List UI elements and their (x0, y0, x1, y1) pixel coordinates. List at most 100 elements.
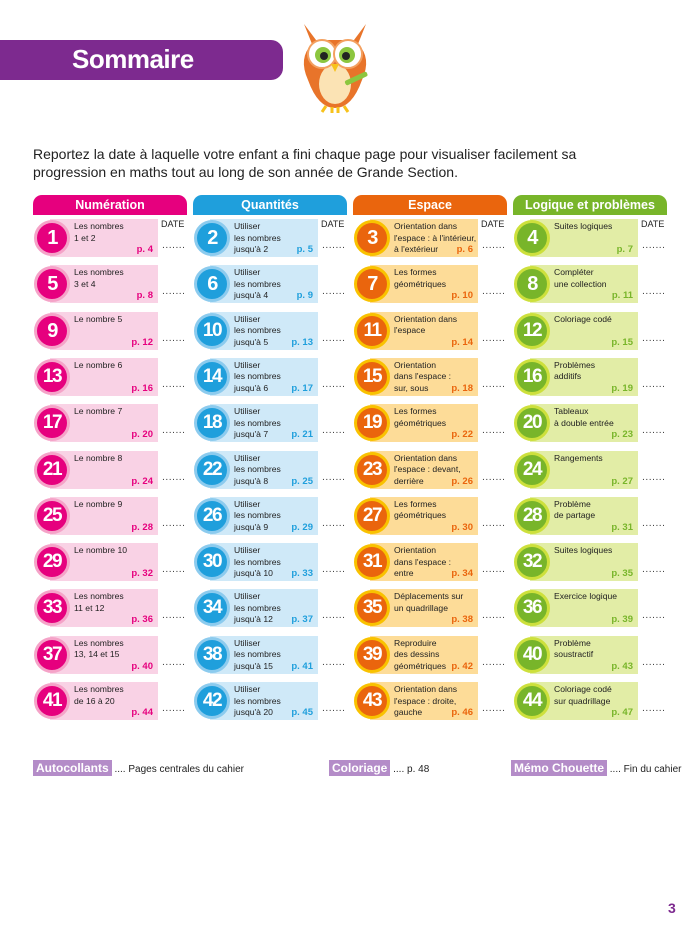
date-field[interactable]: ....... (482, 472, 506, 483)
date-field[interactable]: ....... (642, 426, 666, 437)
date-field[interactable]: ....... (482, 518, 506, 529)
lesson-item[interactable]: Orientation dans l'espace : droite, gauc… (353, 682, 509, 720)
lesson-item[interactable]: Le nombre 5 p. 12 9....... (33, 311, 189, 350)
date-field[interactable]: ....... (162, 379, 186, 390)
lesson-item[interactable]: Orientation dans l'espace : entre p. 34 31… (353, 543, 509, 582)
lesson-item[interactable]: Utiliser les nombres jusqu'à 15 p. 41 38..… (193, 635, 349, 674)
lesson-page: p. 43 (611, 660, 633, 672)
lesson-item[interactable]: Utiliser les nombres jusqu'à 2 p. 5 2.....… (193, 219, 349, 257)
lesson-item[interactable]: Le nombre 6 p. 16 13....... (33, 357, 189, 396)
date-field[interactable]: ....... (482, 426, 506, 437)
date-field[interactable]: ....... (642, 704, 666, 714)
date-field[interactable]: ....... (322, 379, 346, 390)
date-field[interactable]: ....... (642, 472, 666, 483)
lesson-title: Suites logiques (554, 545, 613, 556)
lesson-item[interactable]: Le nombre 8 p. 24 21....... (33, 450, 189, 489)
date-field[interactable]: ....... (162, 472, 186, 483)
lesson-title: Orientation dans l'espace : sur, sous (394, 359, 452, 393)
lesson-item[interactable]: Le nombre 10 p. 32 29....... (33, 543, 189, 582)
lesson-item[interactable]: Problème de partage p. 31 28....... (513, 496, 669, 535)
date-field[interactable]: ....... (322, 611, 346, 622)
date-field[interactable]: ....... (322, 333, 346, 344)
date-field[interactable]: ....... (162, 287, 186, 298)
date-field[interactable]: ....... (642, 611, 666, 622)
date-field[interactable]: ....... (482, 565, 506, 576)
date-field[interactable]: ....... (642, 518, 666, 529)
lesson-title: Utiliser les nombres jusqu'à 20 (234, 684, 281, 717)
date-field[interactable]: ....... (162, 704, 186, 714)
date-field[interactable]: ....... (482, 704, 506, 714)
date-field[interactable]: ....... (322, 657, 346, 668)
date-field[interactable]: ....... (482, 379, 506, 390)
lesson-item[interactable]: Tableaux à double entrée p. 23 20....... (513, 404, 669, 443)
lesson-item[interactable]: Exercice logique p. 39 36....... (513, 589, 669, 628)
date-field[interactable]: ....... (322, 426, 346, 437)
date-field[interactable]: ....... (162, 611, 186, 622)
lesson-item[interactable]: Coloriage codé sur quadrillage p. 47 44...… (513, 682, 669, 720)
lesson-item[interactable]: Problèmes additifs p. 19 16....... (513, 357, 669, 396)
lesson-item[interactable]: Orientation dans l'espace : à l'intérieu… (353, 219, 509, 257)
date-field[interactable]: ....... (642, 287, 666, 298)
lesson-title: Les nombres 1 et 2 (74, 221, 124, 243)
lesson-item[interactable]: Utiliser les nombres jusqu'à 9 p. 29 26...… (193, 496, 349, 535)
date-field[interactable]: ....... (642, 241, 666, 251)
lesson-item[interactable]: Rangements p. 27 24....... (513, 450, 669, 489)
lesson-item[interactable]: Les formes géométriques p. 22 19....... (353, 404, 509, 443)
lesson-item[interactable]: Utiliser les nombres jusqu'à 8 p. 25 22...… (193, 450, 349, 489)
lesson-item[interactable]: Orientation dans l'espace : devant, derr… (353, 450, 509, 489)
date-field[interactable]: ....... (642, 379, 666, 390)
lesson-item[interactable]: Le nombre 7 p. 20 17....... (33, 404, 189, 443)
lesson-item[interactable]: Problème soustractif p. 43 40....... (513, 635, 669, 674)
date-field[interactable]: ....... (322, 241, 346, 251)
lesson-item[interactable]: Suites logiques p. 35 32....... (513, 543, 669, 582)
lesson-item[interactable]: Utiliser les nombres jusqu'à 12 p. 37 34..… (193, 589, 349, 628)
lesson-item[interactable]: Utiliser les nombres jusqu'à 4 p. 9 6.....… (193, 265, 349, 304)
date-field[interactable]: ....... (162, 518, 186, 529)
lesson-item[interactable]: Orientation dans l'espace : sur, sous p. … (353, 357, 509, 396)
lesson-number: 33 (34, 590, 70, 627)
date-field[interactable]: ....... (642, 565, 666, 576)
date-field[interactable]: ....... (482, 287, 506, 298)
lesson-item[interactable]: Suites logiques p. 7 4....... (513, 219, 669, 257)
date-field[interactable]: ....... (482, 241, 506, 251)
lesson-item[interactable]: Les nombres 3 et 4 p. 8 5....... (33, 265, 189, 304)
lesson-title: Orientation dans l'espace : devant, derr… (394, 452, 461, 486)
date-field[interactable]: ....... (482, 611, 506, 622)
lesson-item[interactable]: Les formes géométriques p. 30 27....... (353, 496, 509, 535)
lesson-item[interactable]: Reproduire des dessins géométriques p. 42… (353, 635, 509, 674)
date-field[interactable]: ....... (482, 333, 506, 344)
lesson-item[interactable]: Compléter une collection p. 11 8....... (513, 265, 669, 304)
lesson-item[interactable]: Utiliser les nombres jusqu'à 6 p. 17 14...… (193, 357, 349, 396)
intro-text: Reportez la date à laquelle votre enfant… (33, 146, 577, 180)
lesson-item[interactable]: Les nombres 11 et 12 p. 36 33....... (33, 589, 189, 628)
date-field[interactable]: ....... (642, 657, 666, 668)
lesson-number: 31 (354, 544, 390, 581)
lesson-item[interactable]: Orientation dans l'espace p. 14 11....... (353, 311, 509, 350)
lesson-item[interactable]: Déplacements sur un quadrillage p. 38 35..… (353, 589, 509, 628)
lesson-item[interactable]: Les nombres 13, 14 et 15 p. 40 37....... (33, 635, 189, 674)
date-field[interactable]: ....... (162, 333, 186, 344)
date-field[interactable]: ....... (322, 565, 346, 576)
date-field[interactable]: ....... (642, 333, 666, 344)
lesson-item[interactable]: Utiliser les nombres jusqu'à 10 p. 33 30..… (193, 543, 349, 582)
date-field[interactable]: ....... (322, 704, 346, 714)
date-field[interactable]: ....... (482, 657, 506, 668)
lesson-item[interactable]: Coloriage codé p. 15 12....... (513, 311, 669, 350)
date-field[interactable]: ....... (162, 565, 186, 576)
lesson-item[interactable]: Le nombre 9 p. 28 25....... (33, 496, 189, 535)
date-field[interactable]: ....... (162, 241, 186, 251)
date-field[interactable]: ....... (322, 518, 346, 529)
lesson-title: Utiliser les nombres jusqu'à 7 (234, 406, 281, 440)
lesson-item[interactable]: Les formes géométriques p. 10 7....... (353, 265, 509, 304)
date-field[interactable]: ....... (322, 472, 346, 483)
lesson-page: p. 40 (131, 660, 153, 672)
lesson-item[interactable]: Utiliser les nombres jusqu'à 7 p. 21 18...… (193, 404, 349, 443)
date-field[interactable]: ....... (162, 426, 186, 437)
lesson-item[interactable]: Les nombres 1 et 2 p. 4 1....... (33, 219, 189, 257)
lesson-item[interactable]: Les nombres de 16 à 20 p. 44 41....... (33, 682, 189, 720)
lesson-item[interactable]: Utiliser les nombres jusqu'à 20 p. 45 42..… (193, 682, 349, 720)
lesson-number: 5 (34, 266, 70, 303)
date-field[interactable]: ....... (162, 657, 186, 668)
date-field[interactable]: ....... (322, 287, 346, 298)
lesson-item[interactable]: Utiliser les nombres jusqu'à 5 p. 13 10...… (193, 311, 349, 350)
